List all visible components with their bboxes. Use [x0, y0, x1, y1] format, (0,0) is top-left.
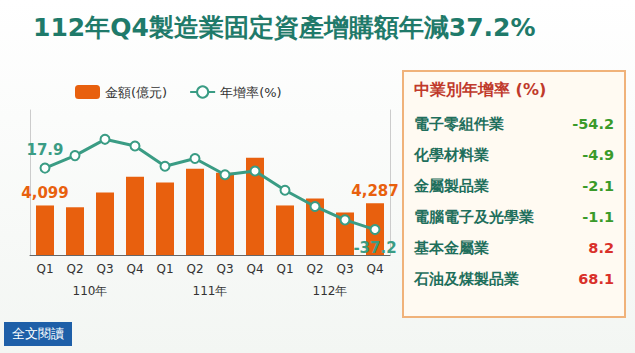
html-text:中業別年增率 (%): 中業別年增率 (%) [414, 80, 547, 99]
html-text:基本金屬業: 基本金屬業 [414, 240, 489, 256]
html-text:-2.1: -2.1 [582, 178, 614, 194]
svg-text:年增率(%): 年增率(%) [220, 85, 282, 100]
svg-text:Q4: Q4 [366, 262, 383, 276]
svg-text:Q1: Q1 [156, 262, 173, 276]
svg-text:111年: 111年 [193, 284, 228, 298]
svg-text:110年: 110年 [73, 284, 108, 298]
html-text:全文閱讀: 全文閱讀 [12, 326, 64, 341]
html-text:-54.2: -54.2 [572, 116, 614, 132]
svg-text:Q3: Q3 [216, 262, 233, 276]
html-text:電子零組件業: 電子零組件業 [414, 116, 504, 132]
html-text:金屬製品業: 金屬製品業 [414, 178, 489, 194]
svg-text:Q2: Q2 [306, 262, 323, 276]
svg-text:112年Q4製造業固定資產增購額年減37.2%: 112年Q4製造業固定資產增購額年減37.2% [33, 13, 536, 42]
svg-text:Q3: Q3 [336, 262, 353, 276]
svg-text:金額(億元): 金額(億元) [105, 85, 167, 100]
html-text:石油及煤製品業: 石油及煤製品業 [414, 271, 519, 287]
html-text:電腦電子及光學業: 電腦電子及光學業 [414, 209, 534, 225]
html-text:化學材料業: 化學材料業 [414, 147, 489, 163]
html-text:-1.1: -1.1 [582, 209, 614, 225]
html-text:8.2: 8.2 [588, 240, 614, 256]
svg-text:4,099: 4,099 [21, 184, 68, 202]
svg-text:Q2: Q2 [186, 262, 203, 276]
html-text:-4.9: -4.9 [582, 147, 614, 163]
svg-text:Q3: Q3 [96, 262, 113, 276]
svg-text:Q1: Q1 [276, 262, 293, 276]
svg-text:Q2: Q2 [66, 262, 83, 276]
svg-text:4,287: 4,287 [351, 182, 398, 200]
svg-text:Q4: Q4 [126, 262, 143, 276]
svg-text:17.9: 17.9 [26, 141, 63, 159]
svg-text:Q4: Q4 [246, 262, 263, 276]
html-text:68.1: 68.1 [578, 271, 614, 287]
svg-text:112年: 112年 [313, 284, 348, 298]
svg-text:Q1: Q1 [36, 262, 53, 276]
svg-text:-37.2: -37.2 [353, 239, 396, 257]
